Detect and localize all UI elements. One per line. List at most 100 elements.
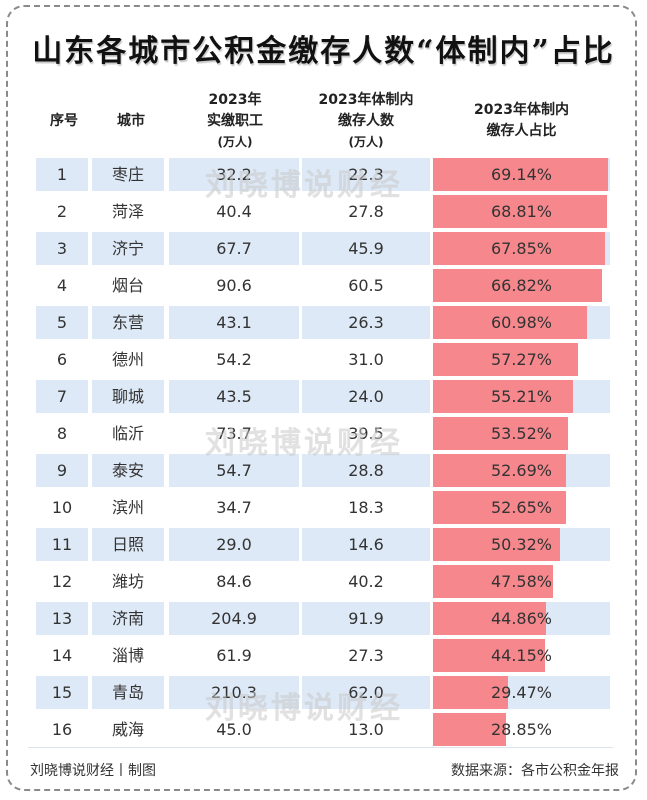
header-workers: 2023年 实缴职工 (万人)	[170, 90, 300, 153]
table-row: 8 临沂 73.7 39.5 53.52%	[32, 417, 612, 450]
cell-city: 淄博	[111, 646, 144, 665]
cell-city: 青岛	[92, 676, 164, 709]
cell-city: 潍坊	[111, 572, 144, 591]
table-row: 14 淄博 61.9 27.3 44.15%	[32, 639, 612, 672]
cell-city: 日照	[92, 528, 164, 561]
table-bottom-divider	[28, 747, 613, 748]
cell-workers: 90.6	[216, 276, 252, 295]
cell-insiders: 28.8	[302, 454, 430, 487]
table-row: 7 聊城 43.5 24.0 55.21%	[32, 380, 612, 413]
header-workers-line2: 实缴职工	[207, 113, 263, 129]
dashed-frame	[6, 5, 637, 791]
ratio-bar	[433, 491, 567, 524]
table-row: 5 东营 43.1 26.3 60.98%	[32, 306, 612, 339]
cell-seq: 15	[36, 676, 88, 709]
footer-credit: 刘晓博说财经丨制图	[30, 763, 156, 779]
cell-city: 德州	[111, 350, 144, 369]
cell-ratio: 68.81%	[490, 202, 552, 221]
cell-ratio: 69.14%	[490, 165, 552, 184]
cell-workers: 45.0	[216, 720, 252, 739]
cell-city: 济南	[92, 602, 164, 635]
cell-insiders: 39.5	[348, 424, 384, 443]
cell-workers: 29.0	[169, 528, 299, 561]
cell-insiders: 60.5	[348, 276, 384, 295]
cell-workers: 73.7	[216, 424, 252, 443]
cell-city: 滨州	[111, 498, 144, 517]
cell-city: 泰安	[92, 454, 164, 487]
ratio-bar	[433, 195, 608, 228]
cell-ratio: 28.85%	[490, 720, 552, 739]
header-workers-unit: (万人)	[217, 135, 253, 149]
table-row: 1 枣庄 32.2 22.3 69.14%	[32, 158, 612, 191]
cell-workers: 84.6	[216, 572, 252, 591]
header-insiders-line2: 缴存人数	[338, 113, 394, 129]
header-ratio-line1: 2023年体制内	[474, 102, 569, 118]
cell-workers: 34.7	[216, 498, 252, 517]
table-row: 9 泰安 54.7 28.8 52.69%	[32, 454, 612, 487]
cell-workers: 67.7	[169, 232, 299, 265]
ratio-bar	[433, 454, 567, 487]
cell-workers: 54.7	[169, 454, 299, 487]
page-title: 山东各城市公积金缴存人数“体制内”占比	[32, 34, 615, 69]
table-row: 3 济宁 67.7 45.9 67.85%	[32, 232, 612, 265]
ratio-bar	[433, 602, 547, 635]
cell-ratio: 44.86%	[490, 609, 552, 628]
header-workers-line1: 2023年	[208, 92, 262, 108]
cell-workers: 61.9	[216, 646, 252, 665]
cell-city: 威海	[111, 720, 144, 739]
cell-ratio: 53.52%	[490, 424, 552, 443]
cell-insiders: 14.6	[302, 528, 430, 561]
cell-city: 烟台	[111, 276, 144, 295]
cell-ratio: 52.65%	[490, 498, 552, 517]
cell-ratio: 52.69%	[490, 461, 552, 480]
cell-city: 临沂	[111, 424, 144, 443]
cell-workers: 43.5	[169, 380, 299, 413]
ratio-bar	[433, 676, 508, 709]
table-row: 10 滨州 34.7 18.3 52.65%	[32, 491, 612, 524]
cell-ratio: 66.82%	[490, 276, 552, 295]
cell-insiders: 13.0	[348, 720, 384, 739]
table-row: 6 德州 54.2 31.0 57.27%	[32, 343, 612, 376]
cell-ratio: 29.47%	[490, 683, 552, 702]
table-row: 12 潍坊 84.6 40.2 47.58%	[32, 565, 612, 598]
cell-insiders: 31.0	[348, 350, 384, 369]
cell-ratio: 67.85%	[490, 239, 552, 258]
ratio-bar	[433, 565, 554, 598]
ratio-bar	[433, 417, 569, 450]
ratio-bar	[433, 158, 608, 191]
ratio-bar	[433, 380, 573, 413]
cell-seq: 13	[36, 602, 88, 635]
cell-insiders: 27.8	[348, 202, 384, 221]
ratio-bar	[433, 343, 578, 376]
cell-ratio: 44.15%	[490, 646, 552, 665]
cell-seq: 1	[36, 158, 88, 191]
cell-insiders: 27.3	[348, 646, 384, 665]
table-row: 15 青岛 210.3 62.0 29.47%	[32, 676, 612, 709]
ratio-bar	[433, 639, 545, 672]
cell-seq: 12	[51, 572, 73, 591]
cell-seq: 2	[56, 202, 68, 221]
cell-insiders: 22.3	[302, 158, 430, 191]
ratio-bar	[433, 713, 506, 746]
cell-insiders: 18.3	[348, 498, 384, 517]
header-ratio: 2023年体制内 缴存人占比	[433, 100, 610, 142]
header-insiders: 2023年体制内 缴存人数 (万人)	[300, 90, 432, 153]
cell-workers: 54.2	[216, 350, 252, 369]
cell-ratio: 47.58%	[490, 572, 552, 591]
cell-city: 聊城	[92, 380, 164, 413]
cell-seq: 9	[36, 454, 88, 487]
cell-city: 菏泽	[111, 202, 144, 221]
table-row: 2 菏泽 40.4 27.8 68.81%	[32, 195, 612, 228]
ratio-bar	[433, 306, 588, 339]
cell-seq: 4	[56, 276, 68, 295]
table-row: 4 烟台 90.6 60.5 66.82%	[32, 269, 612, 302]
cell-city: 济宁	[92, 232, 164, 265]
cell-city: 东营	[92, 306, 164, 339]
cell-seq: 7	[36, 380, 88, 413]
ratio-bar	[433, 528, 561, 561]
table-row: 11 日照 29.0 14.6 50.32%	[32, 528, 612, 561]
cell-ratio: 60.98%	[490, 313, 552, 332]
header-ratio-line2: 缴存人占比	[486, 123, 557, 139]
cell-ratio: 50.32%	[490, 535, 552, 554]
cell-insiders: 45.9	[302, 232, 430, 265]
